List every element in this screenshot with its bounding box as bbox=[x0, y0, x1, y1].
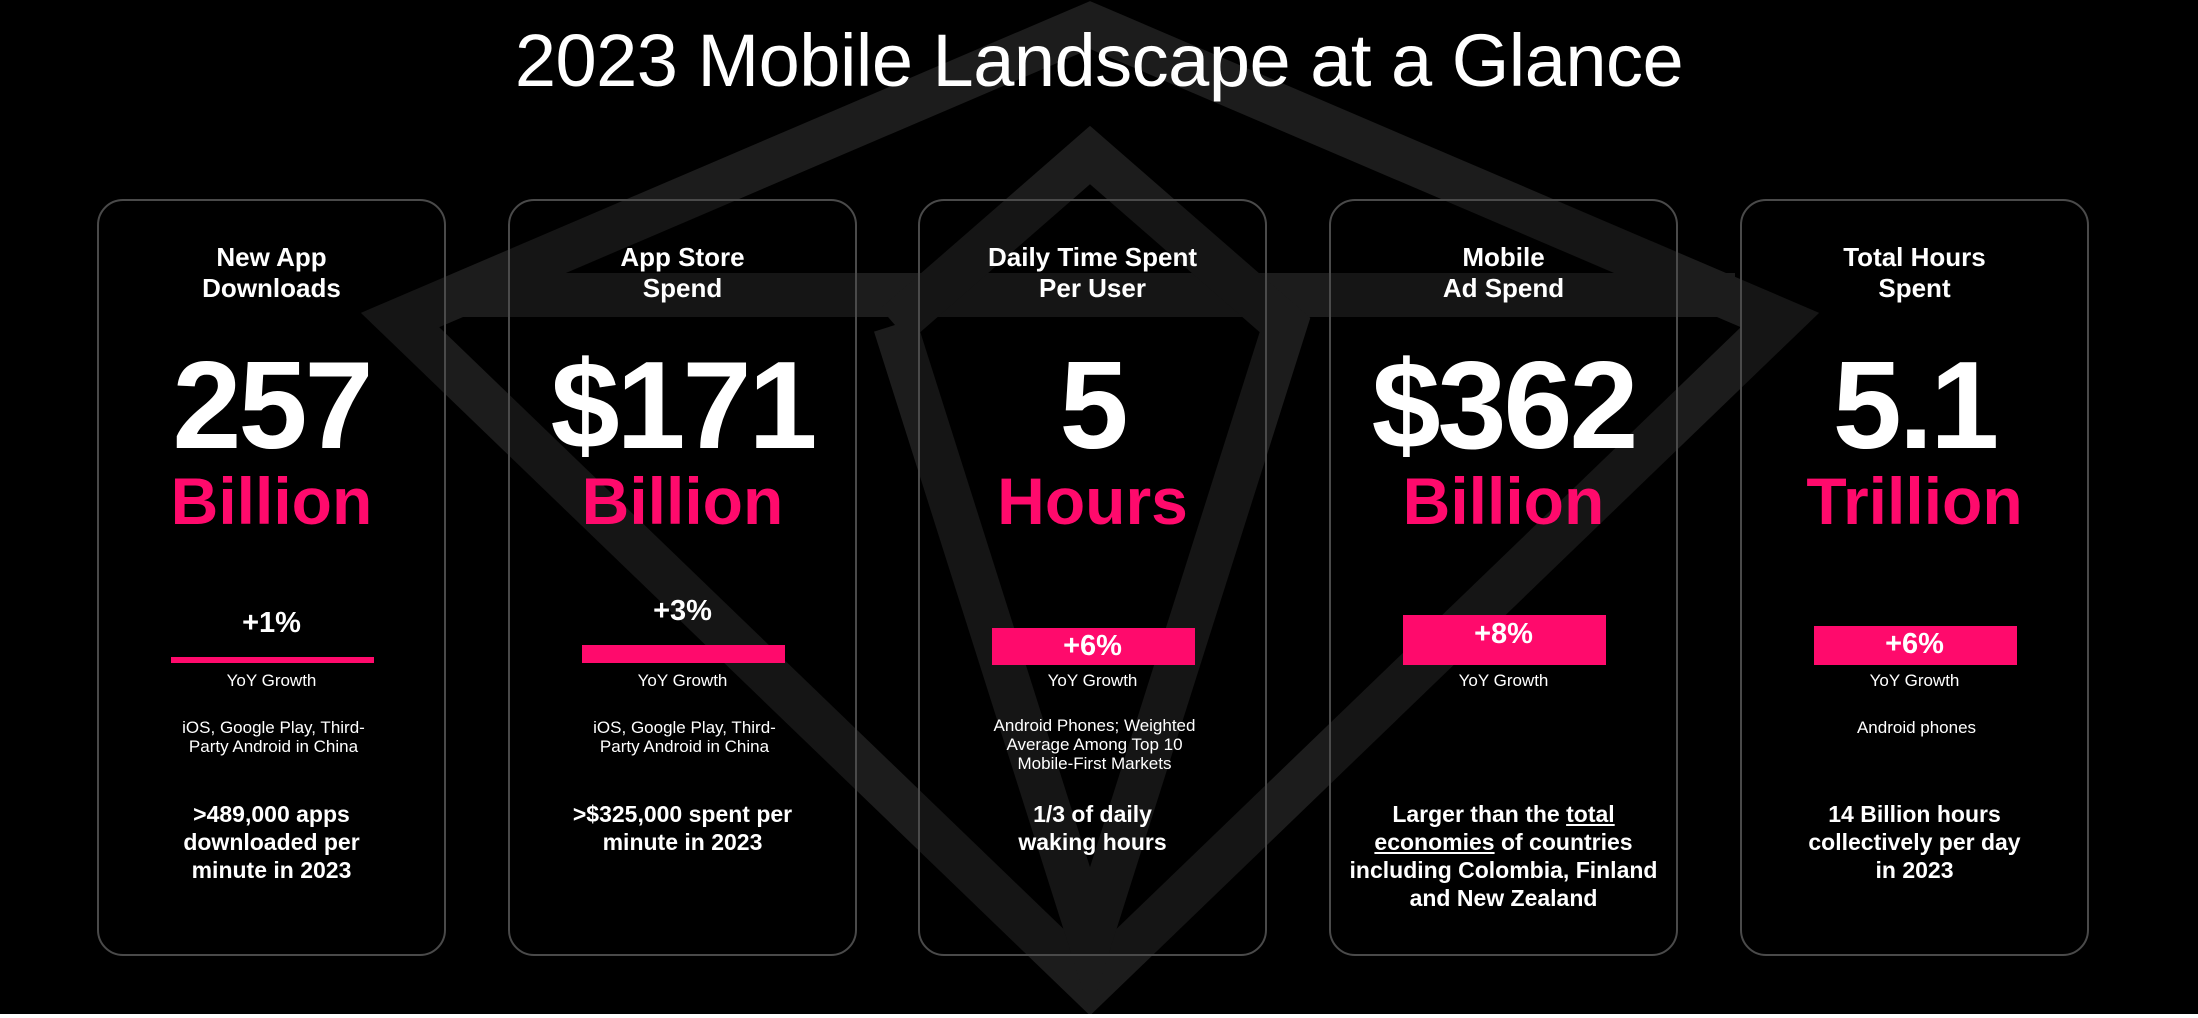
growth-bar bbox=[171, 657, 374, 663]
stat-unit: Billion bbox=[170, 464, 373, 538]
card-title: App Store Spend bbox=[620, 242, 745, 303]
stat-value: 5 bbox=[1059, 337, 1129, 475]
card-title: Daily Time Spent Per User bbox=[987, 242, 1198, 303]
growth-label: YoY Growth bbox=[1869, 671, 1960, 690]
fact-text: Larger than the total economies of countr… bbox=[1331, 800, 1676, 912]
growth-bar bbox=[582, 645, 785, 663]
growth-percent: +6% bbox=[1063, 630, 1122, 662]
growth-bar bbox=[1814, 626, 2017, 665]
fact-text-part: Larger than the bbox=[1392, 801, 1567, 827]
fact-underline-total: total bbox=[1566, 801, 1615, 827]
growth-label: YoY Growth bbox=[1458, 671, 1549, 690]
fact-text-part: of countries including Colombia, Finland… bbox=[1349, 829, 1658, 911]
card-title: Total Hours Spent bbox=[1843, 242, 1986, 303]
data-source-note: iOS, Google Play, Third- Party Android i… bbox=[593, 718, 776, 756]
fact-text: >489,000 apps downloaded per minute in 2… bbox=[183, 801, 360, 883]
growth-bar bbox=[992, 628, 1195, 665]
data-source-note: Android phones bbox=[1856, 718, 1977, 737]
stat-card-daily-time: Daily Time Spent Per User 5 Hours +6% Yo… bbox=[918, 199, 1267, 956]
stat-value: $362 bbox=[1371, 337, 1639, 475]
stat-value: 5.1 bbox=[1832, 337, 1999, 475]
growth-percent: +1% bbox=[242, 607, 301, 639]
data-source-note: Android Phones; Weighted Average Among T… bbox=[993, 716, 1196, 773]
stat-unit: Trillion bbox=[1806, 464, 2023, 538]
stat-card-app-downloads: New App Downloads 257 Billion +1% YoY Gr… bbox=[97, 199, 446, 956]
growth-label: YoY Growth bbox=[637, 671, 728, 690]
fact-underline-economies: economies bbox=[1374, 829, 1495, 855]
stat-card-ad-spend: Mobile Ad Spend $362 Billion +8% YoY Gro… bbox=[1329, 199, 1678, 956]
page-title: 2023 Mobile Landscape at a Glance bbox=[514, 19, 1684, 102]
growth-label: YoY Growth bbox=[226, 671, 317, 690]
growth-percent: +3% bbox=[653, 595, 712, 627]
bottom-edge bbox=[0, 1014, 2198, 1018]
growth-bar bbox=[1403, 615, 1606, 665]
fact-text: 1/3 of daily waking hours bbox=[1018, 801, 1167, 855]
data-source-note: iOS, Google Play, Third- Party Android i… bbox=[182, 718, 365, 756]
fact-text: >$325,000 spent per minute in 2023 bbox=[572, 801, 793, 855]
growth-percent: +6% bbox=[1885, 628, 1944, 660]
stat-value: 257 bbox=[172, 337, 374, 475]
growth-label: YoY Growth bbox=[1047, 671, 1138, 690]
card-title: New App Downloads bbox=[202, 242, 341, 303]
card-title: Mobile Ad Spend bbox=[1442, 242, 1565, 303]
stat-value: $171 bbox=[550, 337, 818, 475]
growth-percent: +8% bbox=[1474, 618, 1533, 650]
fact-text: 14 Billion hours collectively per day in… bbox=[1808, 801, 2021, 883]
stat-unit: Billion bbox=[581, 464, 784, 538]
stat-card-total-hours: Total Hours Spent 5.1 Trillion +6% YoY G… bbox=[1740, 199, 2089, 956]
stat-unit: Billion bbox=[1402, 464, 1605, 538]
stat-unit: Hours bbox=[997, 464, 1188, 538]
stat-card-app-store-spend: App Store Spend $171 Billion +3% YoY Gro… bbox=[508, 199, 857, 956]
